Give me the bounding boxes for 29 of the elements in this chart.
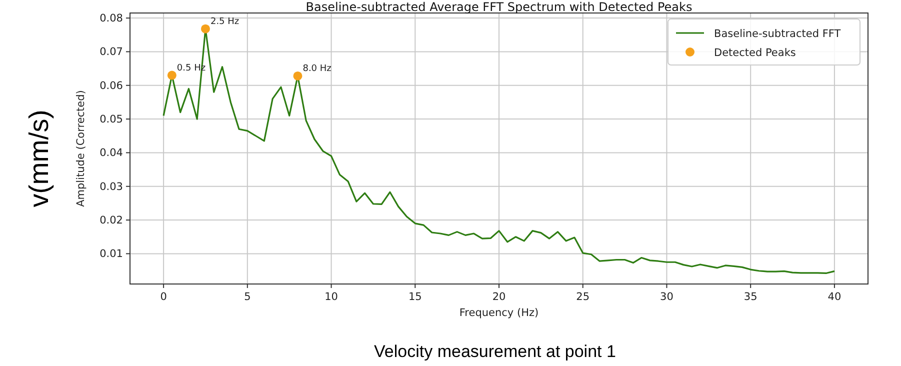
annotation: 2.5 Hz bbox=[210, 16, 240, 27]
y-tick-label: 0.07 bbox=[100, 46, 123, 58]
x-tick-label: 40 bbox=[828, 291, 842, 303]
annotation: 8.0 Hz bbox=[302, 64, 332, 74]
y-tick-label: 0.08 bbox=[100, 12, 123, 25]
legend-label: Detected Peaks bbox=[714, 47, 796, 59]
x-tick-label: 0 bbox=[160, 291, 167, 303]
y-tick-label: 0.02 bbox=[100, 214, 123, 227]
y-tick-label: 0.05 bbox=[100, 114, 123, 126]
text: Velocity measurement at point 1 bbox=[374, 342, 616, 361]
x-axis-title: Frequency (Hz) bbox=[459, 307, 539, 319]
x-tick-label: 35 bbox=[744, 291, 758, 303]
x-tick-label: 25 bbox=[576, 291, 590, 303]
x-tick-label: 15 bbox=[408, 291, 422, 303]
x-tick-label: 20 bbox=[492, 291, 506, 303]
point bbox=[293, 71, 302, 80]
point bbox=[167, 70, 176, 80]
text: v(mm/s) bbox=[24, 110, 54, 208]
x-tick-label: 5 bbox=[244, 291, 251, 303]
x-tick-label: 10 bbox=[324, 291, 338, 303]
y-tick-label: 0.01 bbox=[100, 248, 123, 260]
point bbox=[200, 24, 210, 34]
y-tick-label: 0.04 bbox=[100, 147, 124, 160]
legend-label: Baseline-subtracted FFT bbox=[714, 28, 842, 40]
y-axis-title: Amplitude (Corrected) bbox=[75, 90, 87, 207]
chart-title: Baseline-subtracted Average FFT Spectrum with Detected Peaks bbox=[306, 0, 692, 14]
y-tick-label: 0.03 bbox=[100, 180, 123, 193]
x-tick-label: 30 bbox=[660, 291, 674, 303]
y-tick-label: 0.06 bbox=[100, 80, 124, 92]
